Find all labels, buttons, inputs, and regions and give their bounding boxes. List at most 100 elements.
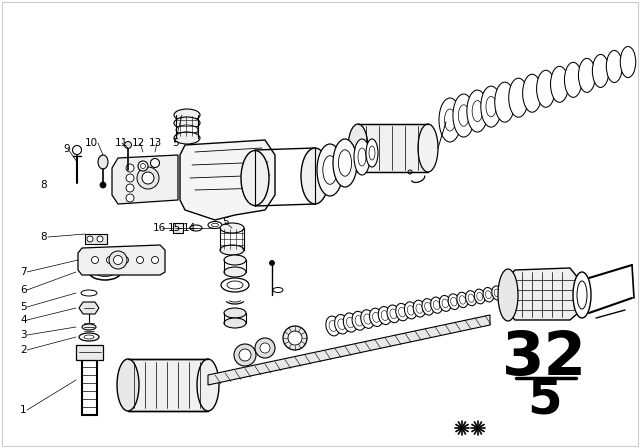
Circle shape: [106, 257, 113, 263]
Ellipse shape: [378, 306, 391, 325]
Polygon shape: [78, 245, 165, 275]
Text: 13: 13: [149, 138, 163, 148]
Ellipse shape: [239, 349, 251, 361]
Text: 11: 11: [115, 138, 128, 148]
Ellipse shape: [457, 292, 468, 308]
Ellipse shape: [220, 223, 244, 233]
Ellipse shape: [343, 313, 357, 332]
Text: 2: 2: [20, 345, 27, 355]
Ellipse shape: [369, 146, 375, 160]
Text: 5: 5: [20, 302, 27, 312]
Ellipse shape: [498, 269, 518, 321]
Ellipse shape: [439, 98, 461, 142]
Circle shape: [100, 182, 106, 188]
Text: 5: 5: [527, 376, 563, 424]
Ellipse shape: [208, 221, 222, 228]
Bar: [173, 223, 183, 233]
Ellipse shape: [418, 124, 438, 172]
Ellipse shape: [221, 278, 249, 292]
Text: 7: 7: [20, 267, 27, 277]
Ellipse shape: [448, 294, 460, 310]
Text: 4: 4: [20, 315, 27, 325]
Ellipse shape: [234, 344, 256, 366]
Ellipse shape: [431, 297, 442, 313]
Ellipse shape: [453, 94, 474, 137]
Circle shape: [122, 257, 129, 263]
Text: 14: 14: [183, 223, 196, 233]
Ellipse shape: [424, 302, 431, 311]
Text: 6: 6: [20, 285, 27, 295]
Ellipse shape: [224, 308, 246, 318]
Ellipse shape: [404, 302, 417, 319]
Circle shape: [126, 194, 134, 202]
Ellipse shape: [474, 289, 485, 304]
Text: 16: 16: [153, 223, 166, 233]
Circle shape: [136, 257, 143, 263]
Ellipse shape: [355, 315, 363, 326]
Ellipse shape: [283, 326, 307, 350]
Ellipse shape: [329, 321, 337, 332]
Ellipse shape: [523, 74, 541, 112]
Ellipse shape: [241, 151, 269, 206]
Ellipse shape: [494, 289, 500, 297]
Ellipse shape: [399, 307, 406, 317]
Ellipse shape: [467, 90, 488, 132]
Text: 9: 9: [63, 144, 70, 154]
Ellipse shape: [451, 297, 457, 306]
Ellipse shape: [407, 306, 414, 315]
Ellipse shape: [227, 281, 243, 289]
Ellipse shape: [81, 290, 97, 296]
Ellipse shape: [288, 331, 302, 345]
Ellipse shape: [550, 66, 568, 102]
Text: 1: 1: [20, 405, 27, 415]
Polygon shape: [208, 315, 490, 385]
Ellipse shape: [472, 101, 483, 121]
Ellipse shape: [176, 125, 198, 135]
Ellipse shape: [433, 301, 440, 310]
Bar: [176, 115, 198, 138]
Ellipse shape: [211, 223, 218, 227]
Ellipse shape: [486, 96, 496, 117]
Ellipse shape: [573, 272, 591, 318]
Ellipse shape: [224, 267, 246, 277]
Text: 5: 5: [222, 217, 228, 227]
Ellipse shape: [301, 148, 329, 204]
Ellipse shape: [445, 109, 456, 131]
Circle shape: [126, 184, 134, 192]
Ellipse shape: [348, 124, 368, 172]
Circle shape: [269, 260, 275, 266]
Ellipse shape: [390, 309, 397, 319]
Ellipse shape: [346, 317, 354, 328]
Circle shape: [125, 142, 131, 148]
Ellipse shape: [366, 139, 378, 167]
Circle shape: [126, 164, 134, 172]
Ellipse shape: [137, 167, 159, 189]
Bar: [76, 345, 103, 360]
Text: 8: 8: [40, 232, 47, 242]
Ellipse shape: [413, 300, 426, 317]
Ellipse shape: [109, 251, 127, 269]
Ellipse shape: [477, 293, 483, 301]
Text: 10: 10: [85, 138, 98, 148]
Ellipse shape: [260, 343, 270, 353]
Circle shape: [97, 236, 103, 242]
Ellipse shape: [117, 359, 139, 411]
Bar: [358, 124, 428, 172]
Ellipse shape: [95, 267, 115, 276]
Circle shape: [92, 257, 99, 263]
Text: 32: 32: [502, 328, 588, 388]
Ellipse shape: [358, 148, 366, 166]
Ellipse shape: [422, 299, 434, 315]
Ellipse shape: [458, 105, 469, 126]
Ellipse shape: [352, 311, 365, 330]
Ellipse shape: [486, 291, 492, 299]
Ellipse shape: [483, 288, 493, 302]
Ellipse shape: [224, 318, 246, 328]
Polygon shape: [508, 268, 578, 320]
Circle shape: [126, 174, 134, 182]
Bar: [128, 359, 208, 411]
Ellipse shape: [98, 155, 108, 169]
Ellipse shape: [220, 245, 244, 255]
Polygon shape: [79, 302, 99, 314]
Ellipse shape: [323, 156, 337, 184]
